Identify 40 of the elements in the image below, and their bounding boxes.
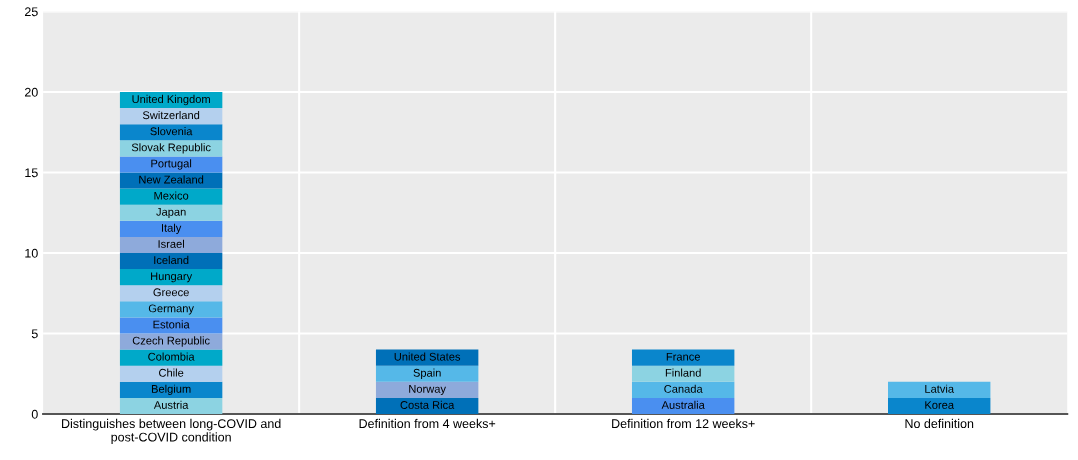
series-label: Estonia [153, 320, 190, 329]
series-label: Korea [925, 401, 955, 409]
series-label: Costa Rica [400, 400, 455, 409]
series-label: Slovenia [150, 127, 193, 136]
series-label: United Kingdom [132, 94, 210, 106]
series-label: Portugal [151, 159, 192, 170]
series-label: Chile [159, 368, 184, 377]
series-label: Colombia [148, 352, 195, 361]
series-label: France [666, 352, 700, 361]
x-tick-label: Definition from 4 weeks+ [359, 418, 496, 429]
y-tick-label: 25 [24, 7, 38, 17]
series-label: Italy [161, 223, 182, 235]
series-label: Mexico [154, 191, 189, 200]
y-tick-label: 15 [25, 168, 38, 178]
y-tick-label: 0 [31, 409, 38, 419]
series-label: Latvia [925, 384, 955, 393]
x-tick-label: No definition [905, 418, 974, 429]
series-label: Canada [664, 384, 703, 393]
series-label: Israel [158, 239, 184, 248]
series-label: Australia [661, 400, 705, 409]
series-label: Germany [148, 304, 194, 315]
series-label: Norway [409, 385, 446, 396]
series-label: Switzerland [142, 110, 200, 120]
series-label: Spain [413, 368, 441, 379]
x-tick-label: Definition from 12 weeks+ [612, 418, 755, 429]
series-label: United States [394, 352, 461, 361]
series-label: New Zealand [139, 175, 204, 184]
series-label: Hungary [151, 272, 193, 283]
series-label: Slovak Republic [131, 143, 211, 154]
series-label: Czech Republic [132, 336, 210, 347]
series-label: Austria [153, 400, 189, 409]
series-label: Finland [665, 368, 701, 377]
y-tick-label: 10 [25, 248, 38, 258]
series-label: Greece [153, 288, 189, 297]
series-label: Iceland [154, 255, 189, 265]
y-tick-label: 20 [24, 87, 38, 97]
series-label: Belgium [151, 384, 191, 396]
series-label: Japan [156, 207, 186, 218]
x-tick-label: Distinguishes between long-COVID and post-COVID condition [62, 418, 281, 444]
y-tick-label: 5 [31, 329, 38, 339]
